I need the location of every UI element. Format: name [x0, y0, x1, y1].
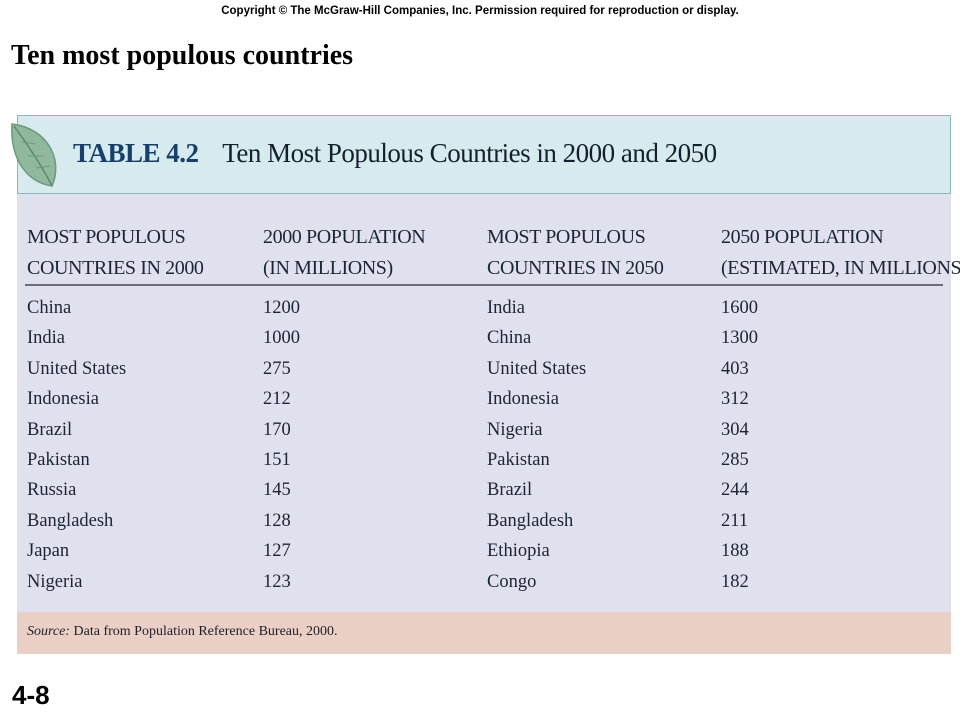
cell-population-2000: 123 — [263, 571, 291, 592]
cell-country-2000: Russia — [27, 480, 77, 501]
cell-country-2050: Indonesia — [487, 389, 559, 410]
column-header-line: MOST POPULOUS — [27, 226, 186, 248]
column-header-line: 2000 POPULATION — [263, 226, 426, 248]
cell-population-2050: 312 — [721, 389, 749, 410]
cell-population-2000: 275 — [263, 358, 291, 379]
cell-country-2000: Brazil — [27, 419, 73, 440]
cell-country-2000: India — [27, 328, 66, 349]
population-table: TABLE 4.2 Ten Most Populous Countries in… — [11, 115, 960, 654]
table-subtitle: Ten Most Populous Countries in 2000 and … — [222, 138, 717, 168]
column-header-line: MOST POPULOUS — [487, 226, 646, 248]
column-header-countries-2000: MOST POPULOUS COUNTRIES IN 2000 — [27, 222, 204, 284]
cell-country-2050: Ethiopia — [487, 541, 550, 562]
cell-population-2050: 188 — [721, 541, 749, 562]
cell-country-2050: Brazil — [487, 480, 533, 501]
cell-country-2050: India — [487, 298, 526, 318]
table-header: TABLE 4.2 Ten Most Populous Countries in… — [11, 115, 951, 194]
table-body: MOST POPULOUS COUNTRIES IN 2000 2000 POP… — [17, 194, 960, 612]
cell-population-2000: 128 — [263, 510, 291, 531]
column-header-population-2000: 2000 POPULATION (IN MILLIONS) — [263, 222, 426, 284]
column-header-line: (ESTIMATED, IN MILLIONS) — [721, 257, 960, 279]
table-label: TABLE 4.2 — [73, 138, 199, 168]
cell-country-2050: United States — [487, 358, 587, 379]
cell-population-2000: 151 — [263, 450, 291, 470]
cell-population-2000: 212 — [263, 389, 291, 410]
cell-population-2050: 285 — [721, 450, 749, 470]
cell-population-2000: 127 — [263, 541, 291, 562]
cell-country-2000: United States — [27, 358, 127, 379]
header-divider — [25, 284, 943, 286]
cell-population-2000: 170 — [263, 419, 291, 440]
cell-population-2050: 403 — [721, 358, 749, 379]
slide-title: Ten most populous countries — [11, 40, 354, 71]
cell-country-2000: Indonesia — [27, 389, 99, 410]
cell-population-2000: 1200 — [263, 298, 300, 318]
source-note: Source: Data from Population Reference B… — [27, 624, 338, 640]
cell-population-2000: 1000 — [263, 328, 300, 349]
cell-population-2050: 211 — [721, 510, 749, 531]
cell-country-2000: China — [27, 298, 72, 318]
column-header-line: COUNTRIES IN 2050 — [487, 257, 664, 279]
column-header-line: (IN MILLIONS) — [263, 257, 393, 279]
source-text: Data from Population Reference Bureau, 2… — [73, 624, 338, 639]
cell-country-2050: Congo — [487, 571, 537, 592]
cell-population-2050: 1300 — [721, 328, 758, 349]
table-heading: TABLE 4.2 Ten Most Populous Countries in… — [73, 138, 717, 169]
cell-country-2050: Pakistan — [487, 450, 550, 470]
source-label: Source: — [27, 624, 71, 639]
cell-country-2000: Nigeria — [27, 571, 83, 592]
cell-country-2050: Bangladesh — [487, 510, 574, 531]
copyright-notice: Copyright © The McGraw-Hill Companies, I… — [221, 5, 739, 17]
cell-population-2050: 182 — [721, 571, 749, 592]
column-header-countries-2050: MOST POPULOUS COUNTRIES IN 2050 — [487, 222, 664, 284]
slide-number: 4-8 — [12, 680, 50, 710]
column-header-population-2050: 2050 POPULATION (ESTIMATED, IN MILLIONS) — [721, 222, 960, 284]
cell-country-2000: Pakistan — [27, 450, 90, 470]
cell-country-2050: Nigeria — [487, 419, 543, 440]
cell-country-2000: Bangladesh — [27, 510, 114, 531]
cell-population-2050: 304 — [721, 419, 749, 440]
cell-country-2050: China — [487, 328, 532, 349]
table-footer: Source: Data from Population Reference B… — [17, 612, 951, 654]
cell-population-2050: 1600 — [721, 298, 758, 318]
cell-population-2050: 244 — [721, 480, 749, 501]
cell-country-2000: Japan — [27, 541, 70, 562]
leaf-icon — [11, 123, 57, 187]
column-header-line: 2050 POPULATION — [721, 226, 884, 248]
cell-population-2000: 145 — [263, 480, 291, 501]
column-header-line: COUNTRIES IN 2000 — [27, 257, 204, 279]
